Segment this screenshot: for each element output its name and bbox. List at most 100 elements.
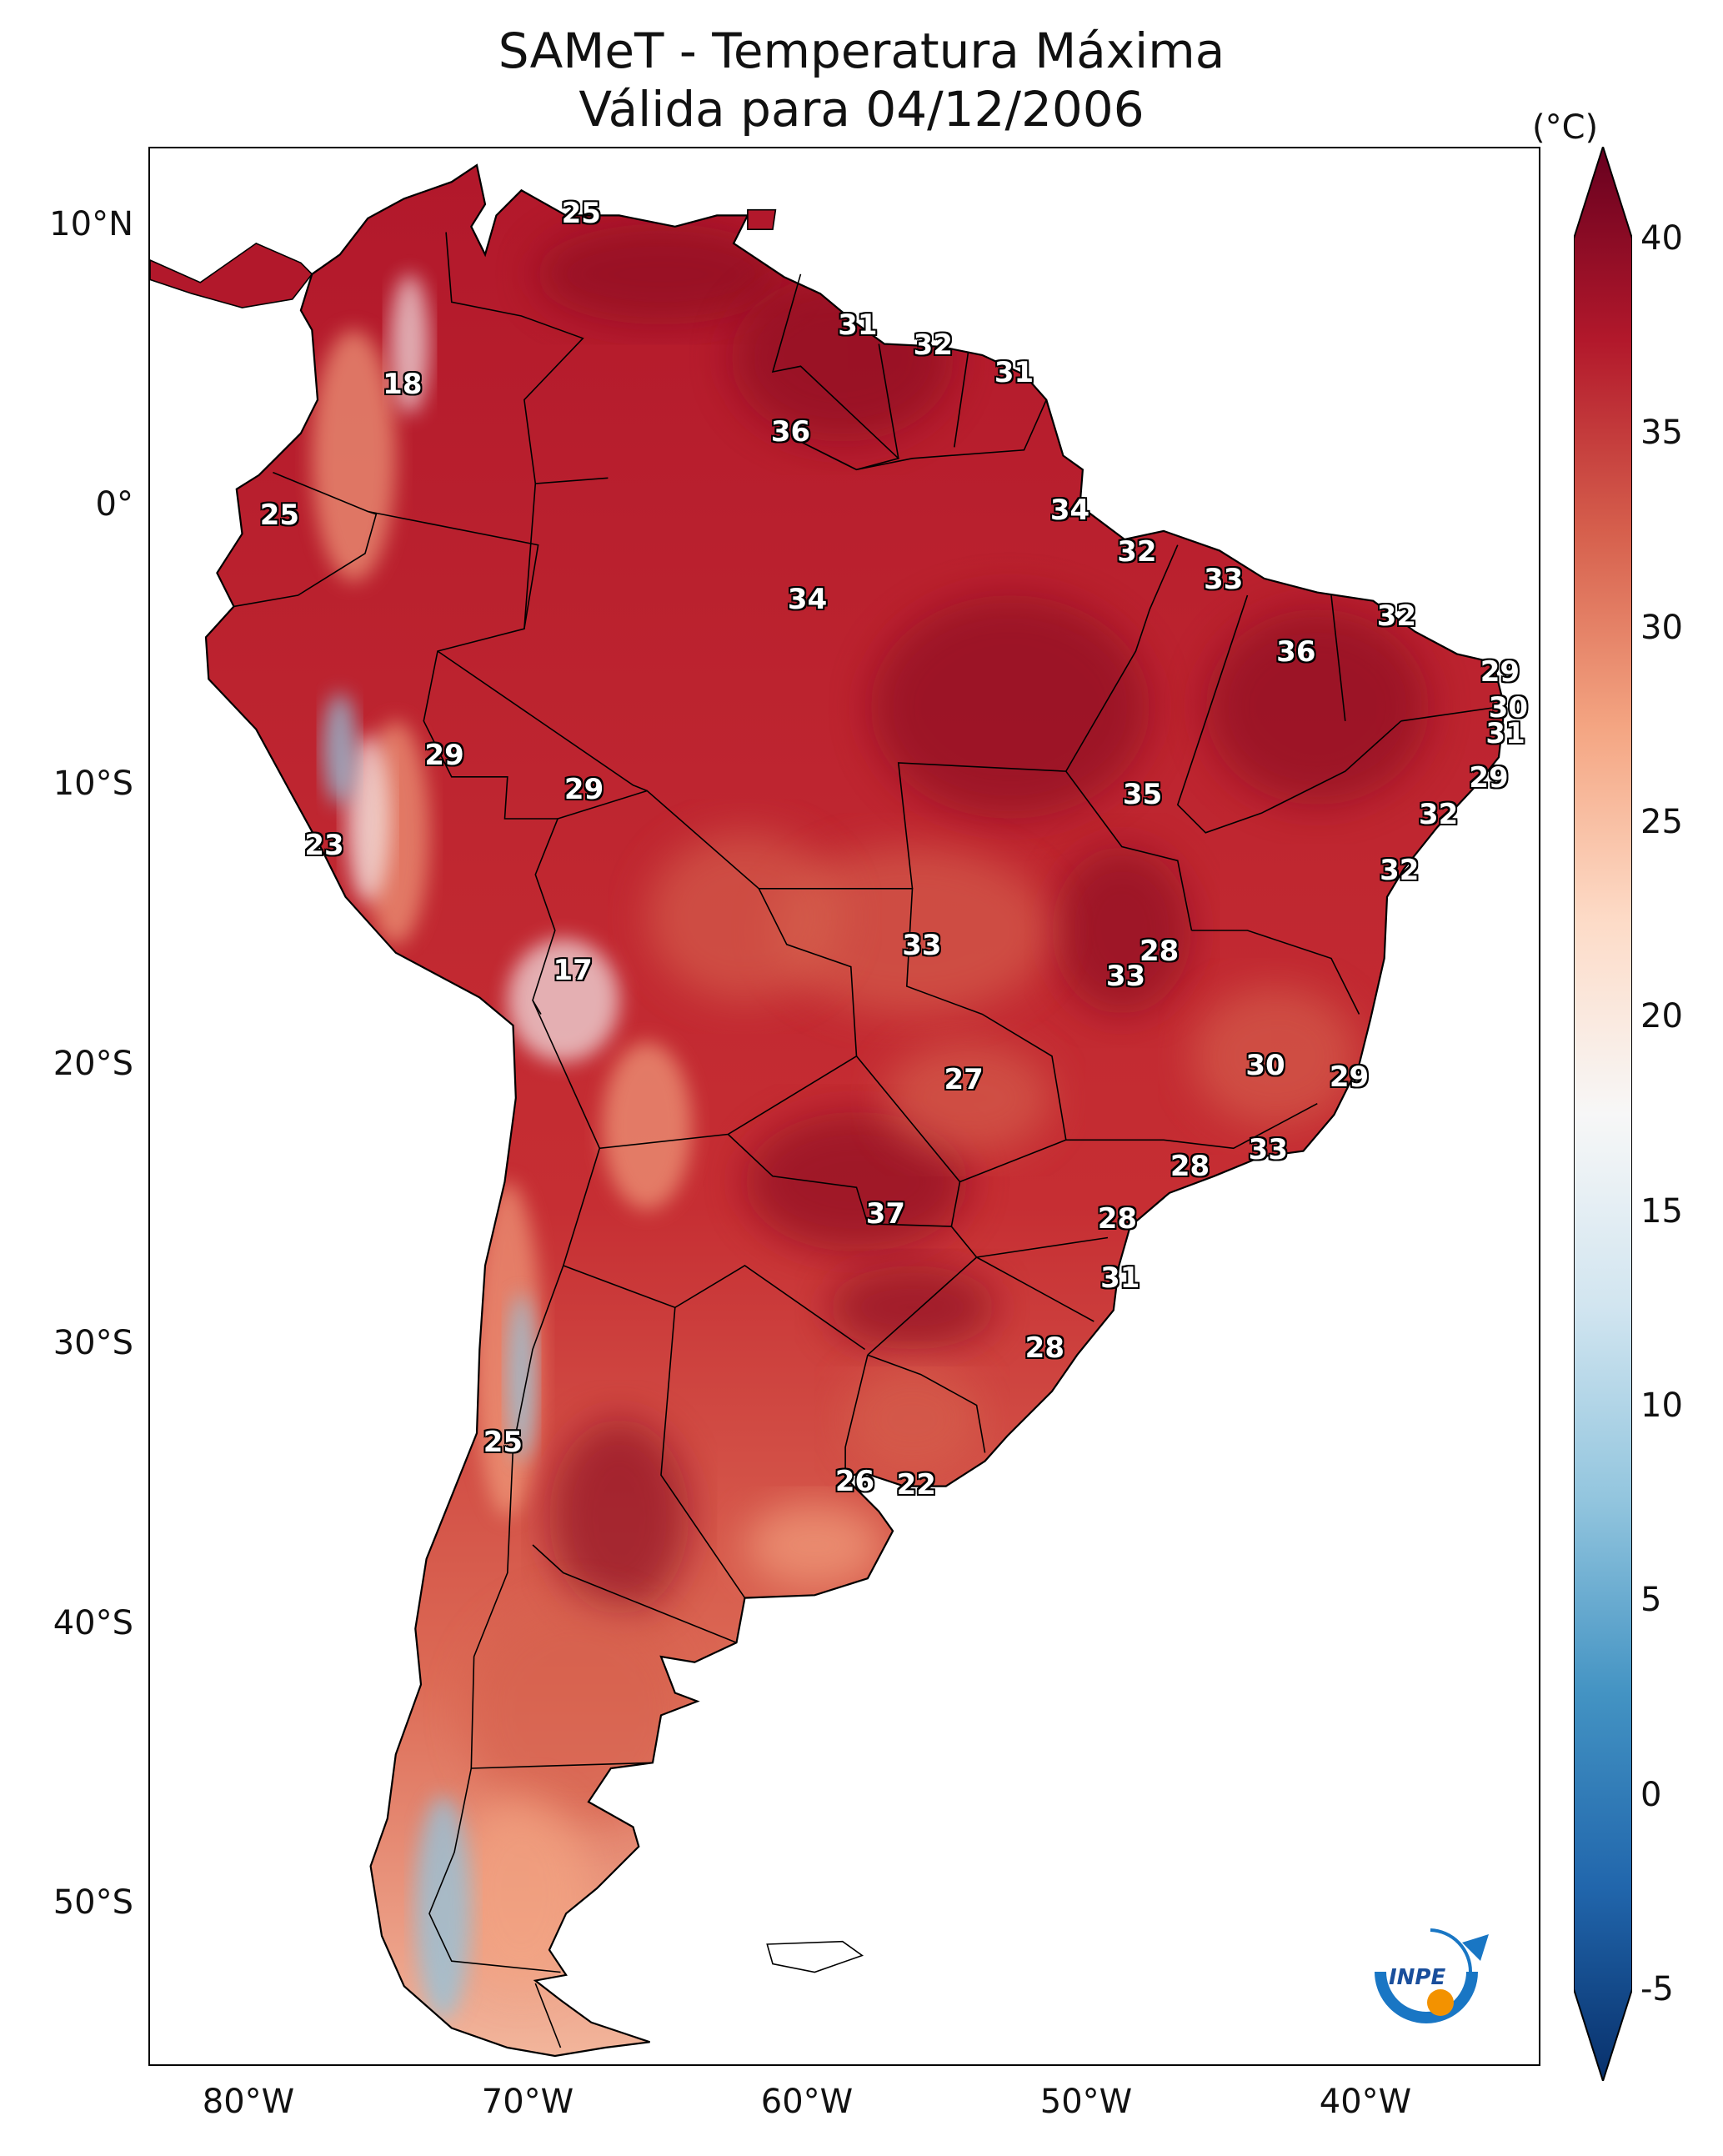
station-value-label: 34 [787,582,828,616]
border-line-25 [976,1236,1109,1258]
station-value-label: 32 [1380,853,1420,887]
station-value-label: 18 [383,367,423,401]
station-value-label: 27 [944,1062,984,1096]
trinidad-island [747,208,777,230]
colorbar-tick-label: 40 [1640,219,1683,258]
border-line-22 [1191,930,1360,1015]
border-line-3 [954,352,969,448]
logo-text: INPE [1389,1965,1445,1990]
border-line-8 [727,1055,961,1227]
station-value-label: 29 [563,772,604,806]
border-line-18 [1065,544,1179,772]
border-line-24 [959,1139,1067,1183]
station-value-label: 33 [1248,1132,1289,1166]
temp-field-9 [647,832,843,1000]
temp-field-6 [549,1419,689,1615]
temp-field-17 [602,1042,692,1210]
border-line-23 [1065,1102,1318,1150]
falkland-islands [766,1940,864,1973]
station-value-label: 32 [913,328,954,362]
lon-label-50w: 50°W [1039,2083,1133,2121]
border-line-2 [878,343,899,459]
temp-field-21 [345,735,391,903]
station-value-label: 32 [1117,534,1157,569]
land-mass [206,165,1505,2056]
station-value-label: 28 [1139,934,1180,968]
station-value-label: 29 [1329,1060,1370,1094]
temp-field-12 [842,1363,983,1476]
lat-label-10n: 10°N [49,205,133,243]
station-value-label: 31 [838,308,878,343]
colorbar-tick-label: 10 [1640,1386,1683,1425]
lat-label-40s: 40°S [53,1604,133,1642]
border-line-10 [534,1983,562,2048]
lat-label-0: 0° [95,485,133,524]
station-value-label: 31 [994,356,1034,390]
border-line-16 [759,888,1067,1141]
colorbar-tick-label: 30 [1640,608,1683,647]
border-line-6 [368,510,539,629]
colorbar-unit: (°C) [1532,108,1599,147]
colorbar-tick-label: 25 [1640,803,1683,841]
colorbar-tick-label: 5 [1640,1581,1662,1620]
colorbar-tick-label: 35 [1640,414,1683,453]
logo-orbit [1430,1928,1473,1973]
temp-field-11 [1191,986,1360,1126]
border-line-4 [423,483,559,1015]
station-value-label: 29 [1469,761,1509,795]
map-title-line2: Válida para 04/12/2006 [579,81,1144,138]
border-line-12 [844,1355,869,1478]
station-value-label: 29 [1480,654,1520,689]
colorbar-bar [1574,147,1632,2081]
station-value-label: 37 [865,1196,906,1231]
temp-field-13 [465,1601,689,1824]
border-line-26 [976,1256,1094,1322]
map-title-line1: SAMeT - Temperatura Máxima [498,23,1225,79]
border-line-27 [532,1544,737,1644]
border-line-21 [1400,706,1500,722]
border-line-17 [897,762,1193,931]
lon-label-40w: 40°W [1319,2083,1412,2121]
border-line-7 [532,790,858,1150]
lon-label-70w: 70°W [481,2083,574,2121]
temp-field-25 [390,273,429,414]
logo-arrow [1462,1934,1489,1961]
lon-label-80w: 80°W [202,2083,295,2121]
station-value-label: 31 [1100,1261,1140,1295]
border-line-30 [660,1307,746,1599]
border-line-9 [428,1148,601,1973]
temp-field-22 [415,1796,472,2020]
temp-field-3 [1205,609,1430,805]
border-line-19 [1176,594,1402,834]
station-value-label: 25 [259,499,300,533]
border-line-11 [867,1354,986,1453]
colorbar-tick-label: 0 [1640,1775,1662,1814]
station-value-label: 30 [1488,691,1529,725]
temp-field-10 [884,1042,1052,1154]
temp-field-5 [744,1111,969,1252]
lon-label-60w: 60°W [760,2083,854,2121]
country-borders [233,232,1500,2048]
station-value-label: 25 [561,197,601,231]
temp-field-2 [870,595,1150,819]
lat-label-50s: 50°S [53,1883,133,1922]
station-value-label: 26 [834,1465,875,1499]
border-line-20 [1330,594,1346,721]
lat-label-30s: 30°S [53,1324,133,1362]
station-value-label: 33 [1204,563,1244,597]
station-value-label: 32 [1419,797,1459,831]
station-value-label: 29 [424,739,464,773]
islands [150,208,864,1973]
temp-field-14 [451,1796,592,1993]
border-line-5 [233,471,378,608]
colorbar-tick-label: 15 [1640,1191,1683,1231]
station-value-label: 33 [902,929,942,963]
station-value-label: 34 [1049,493,1090,527]
temp-field-24 [323,693,357,805]
station-value-label: 28 [1024,1331,1065,1365]
map-panel [148,147,1540,2066]
logo-dot [1427,1989,1454,2016]
temp-field-4 [1052,846,1192,1015]
south-america-map [150,163,1505,2058]
station-value-label: 33 [1105,959,1146,993]
